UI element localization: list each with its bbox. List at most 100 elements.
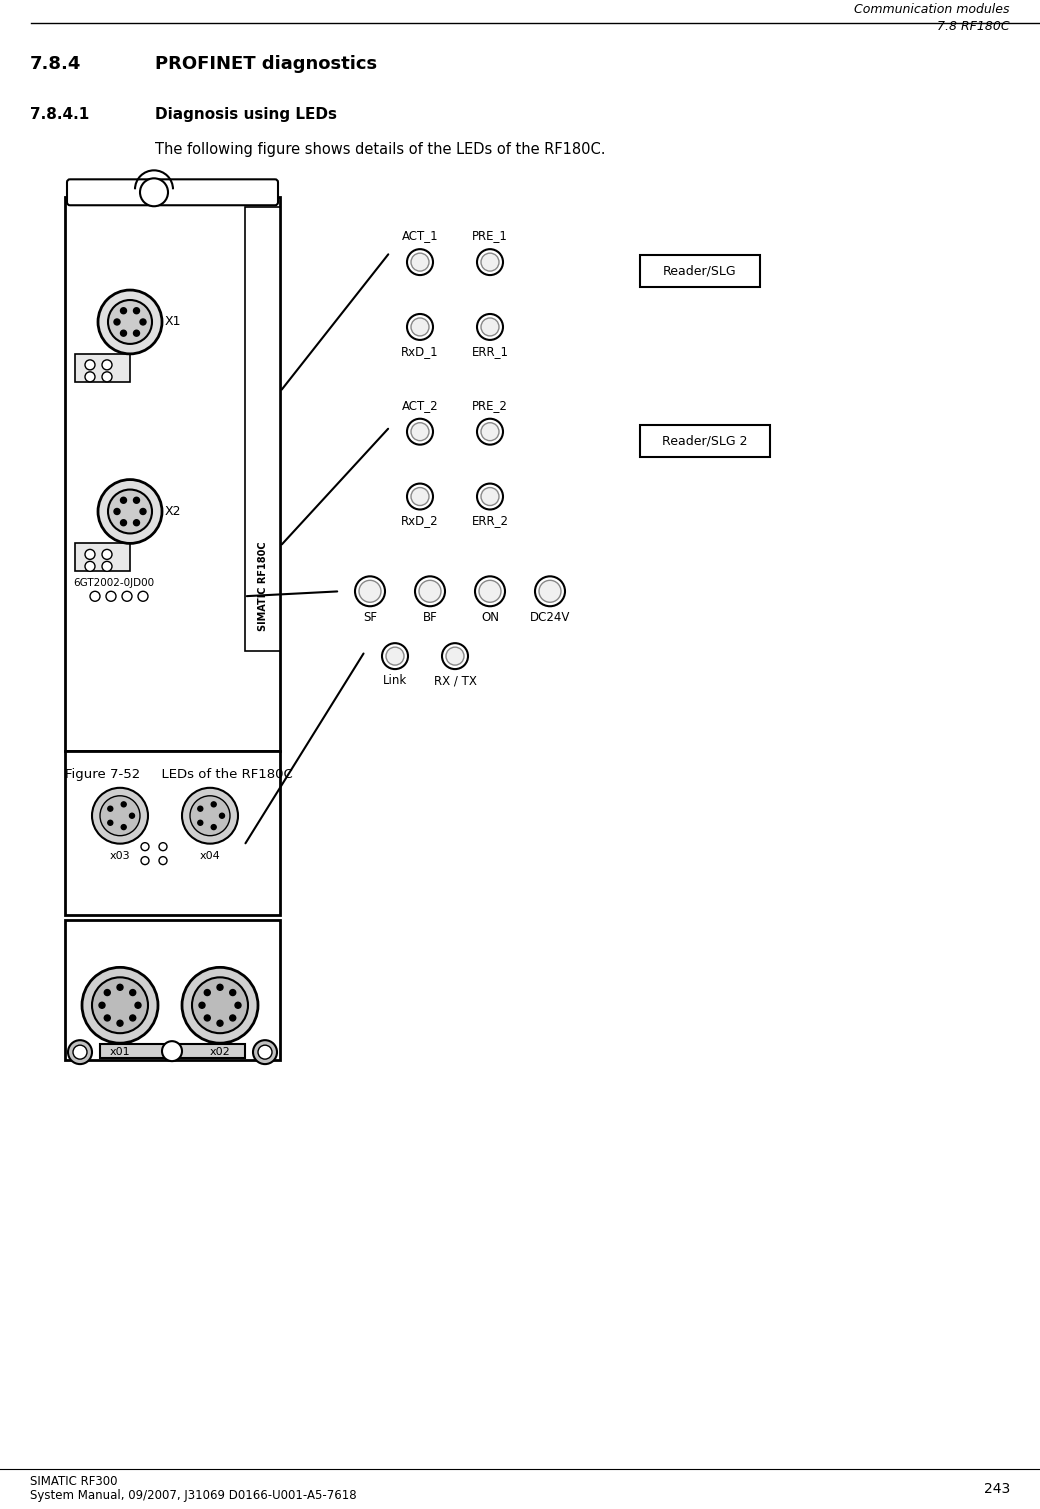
Circle shape: [190, 795, 230, 836]
Circle shape: [407, 483, 433, 510]
Text: 6GT2002-0JD00: 6GT2002-0JD00: [73, 578, 154, 589]
Circle shape: [90, 592, 100, 601]
Circle shape: [539, 581, 561, 602]
Circle shape: [480, 254, 499, 272]
Circle shape: [121, 330, 127, 337]
FancyBboxPatch shape: [640, 424, 770, 457]
Circle shape: [355, 576, 385, 607]
FancyBboxPatch shape: [100, 1044, 245, 1058]
Circle shape: [130, 813, 134, 818]
Circle shape: [116, 984, 123, 990]
Circle shape: [98, 480, 162, 543]
FancyBboxPatch shape: [245, 207, 280, 652]
Text: ERR_2: ERR_2: [471, 515, 509, 528]
Text: PRE_2: PRE_2: [472, 398, 508, 412]
Text: SIMATIC RF180C: SIMATIC RF180C: [258, 542, 268, 631]
FancyBboxPatch shape: [64, 751, 280, 916]
Circle shape: [162, 1041, 182, 1061]
Circle shape: [411, 487, 430, 506]
Circle shape: [442, 643, 468, 668]
Text: Figure 7-52     LEDs of the RF180C: Figure 7-52 LEDs of the RF180C: [64, 768, 292, 780]
Circle shape: [199, 1002, 205, 1008]
Circle shape: [407, 314, 433, 340]
Circle shape: [102, 371, 112, 382]
Text: Diagnosis using LEDs: Diagnosis using LEDs: [155, 107, 337, 122]
Text: RX / TX: RX / TX: [434, 675, 476, 687]
Circle shape: [477, 314, 503, 340]
Text: ACT_2: ACT_2: [401, 398, 438, 412]
Circle shape: [219, 813, 225, 818]
Circle shape: [122, 801, 126, 807]
Circle shape: [121, 308, 127, 314]
Text: SIMATIC RF300: SIMATIC RF300: [30, 1476, 118, 1488]
Circle shape: [138, 592, 148, 601]
Circle shape: [480, 487, 499, 506]
Circle shape: [85, 549, 95, 560]
Text: BF: BF: [422, 611, 438, 625]
Circle shape: [415, 576, 445, 607]
Circle shape: [477, 483, 503, 510]
Text: X1: X1: [165, 315, 182, 329]
Text: The following figure shows details of the LEDs of the RF180C.: The following figure shows details of th…: [155, 142, 605, 157]
Circle shape: [92, 978, 148, 1034]
Circle shape: [106, 592, 116, 601]
Circle shape: [85, 359, 95, 370]
Circle shape: [104, 1016, 110, 1022]
Circle shape: [386, 647, 404, 665]
FancyBboxPatch shape: [64, 920, 280, 1061]
Text: Reader/SLG 2: Reader/SLG 2: [662, 435, 748, 447]
Circle shape: [477, 249, 503, 275]
Circle shape: [407, 249, 433, 275]
Text: DC24V: DC24V: [529, 611, 570, 625]
Circle shape: [235, 1002, 241, 1008]
Circle shape: [477, 418, 503, 445]
Text: ACT_1: ACT_1: [401, 229, 438, 241]
Circle shape: [411, 423, 430, 441]
Text: Link: Link: [383, 675, 407, 687]
Circle shape: [116, 1020, 123, 1026]
Circle shape: [211, 801, 216, 807]
Circle shape: [122, 824, 126, 830]
Circle shape: [198, 806, 203, 812]
Text: SF: SF: [363, 611, 378, 625]
Circle shape: [104, 990, 110, 996]
Text: PRE_1: PRE_1: [472, 229, 508, 241]
Circle shape: [446, 647, 464, 665]
Circle shape: [108, 821, 112, 825]
Circle shape: [359, 581, 381, 602]
Circle shape: [99, 1002, 105, 1008]
FancyBboxPatch shape: [640, 255, 760, 287]
Circle shape: [217, 1020, 223, 1026]
Text: 7.8.4.1: 7.8.4.1: [30, 107, 89, 122]
Circle shape: [480, 423, 499, 441]
Circle shape: [230, 990, 236, 996]
Circle shape: [121, 519, 127, 525]
Circle shape: [480, 318, 499, 337]
Circle shape: [68, 1040, 92, 1064]
Circle shape: [192, 978, 248, 1034]
Circle shape: [102, 549, 112, 560]
Circle shape: [85, 371, 95, 382]
Circle shape: [73, 1046, 87, 1059]
Text: 7.8 RF180C: 7.8 RF180C: [937, 20, 1010, 33]
Circle shape: [211, 824, 216, 830]
Circle shape: [411, 318, 430, 337]
Circle shape: [159, 842, 167, 851]
Text: PROFINET diagnostics: PROFINET diagnostics: [155, 54, 378, 72]
Circle shape: [479, 581, 501, 602]
Circle shape: [140, 178, 168, 207]
Circle shape: [411, 254, 430, 272]
Circle shape: [382, 643, 408, 668]
Circle shape: [419, 581, 441, 602]
Circle shape: [407, 418, 433, 445]
Circle shape: [102, 359, 112, 370]
Text: 7.8.4: 7.8.4: [30, 54, 81, 72]
Circle shape: [230, 1016, 236, 1022]
Circle shape: [100, 795, 140, 836]
Text: x01: x01: [109, 1047, 130, 1058]
Circle shape: [140, 509, 146, 515]
Circle shape: [114, 318, 120, 324]
Text: x04: x04: [200, 851, 220, 860]
Circle shape: [130, 990, 136, 996]
FancyBboxPatch shape: [75, 355, 130, 382]
